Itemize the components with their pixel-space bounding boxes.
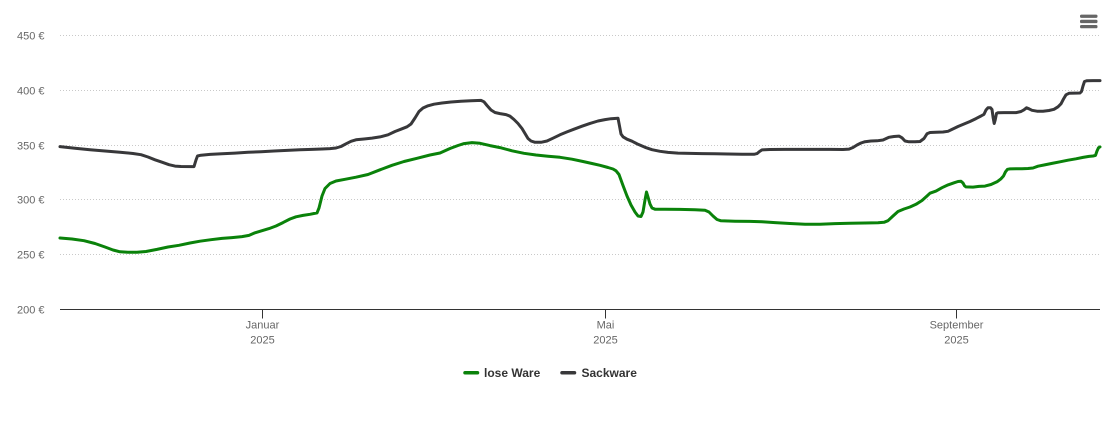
svg-text:September: September bbox=[930, 320, 984, 332]
svg-text:Januar: Januar bbox=[246, 320, 280, 332]
svg-text:lose Ware: lose Ware bbox=[484, 366, 541, 380]
svg-text:250 €: 250 € bbox=[17, 249, 45, 261]
svg-text:350 €: 350 € bbox=[17, 140, 45, 152]
svg-text:200 €: 200 € bbox=[17, 304, 45, 316]
svg-text:Mai: Mai bbox=[597, 320, 615, 332]
svg-text:400 €: 400 € bbox=[17, 85, 45, 97]
svg-text:Sackware: Sackware bbox=[582, 366, 638, 380]
svg-text:2025: 2025 bbox=[944, 335, 968, 347]
svg-text:2025: 2025 bbox=[593, 335, 617, 347]
svg-text:2025: 2025 bbox=[250, 335, 274, 347]
svg-text:450 €: 450 € bbox=[17, 30, 45, 42]
svg-text:300 €: 300 € bbox=[17, 194, 45, 206]
